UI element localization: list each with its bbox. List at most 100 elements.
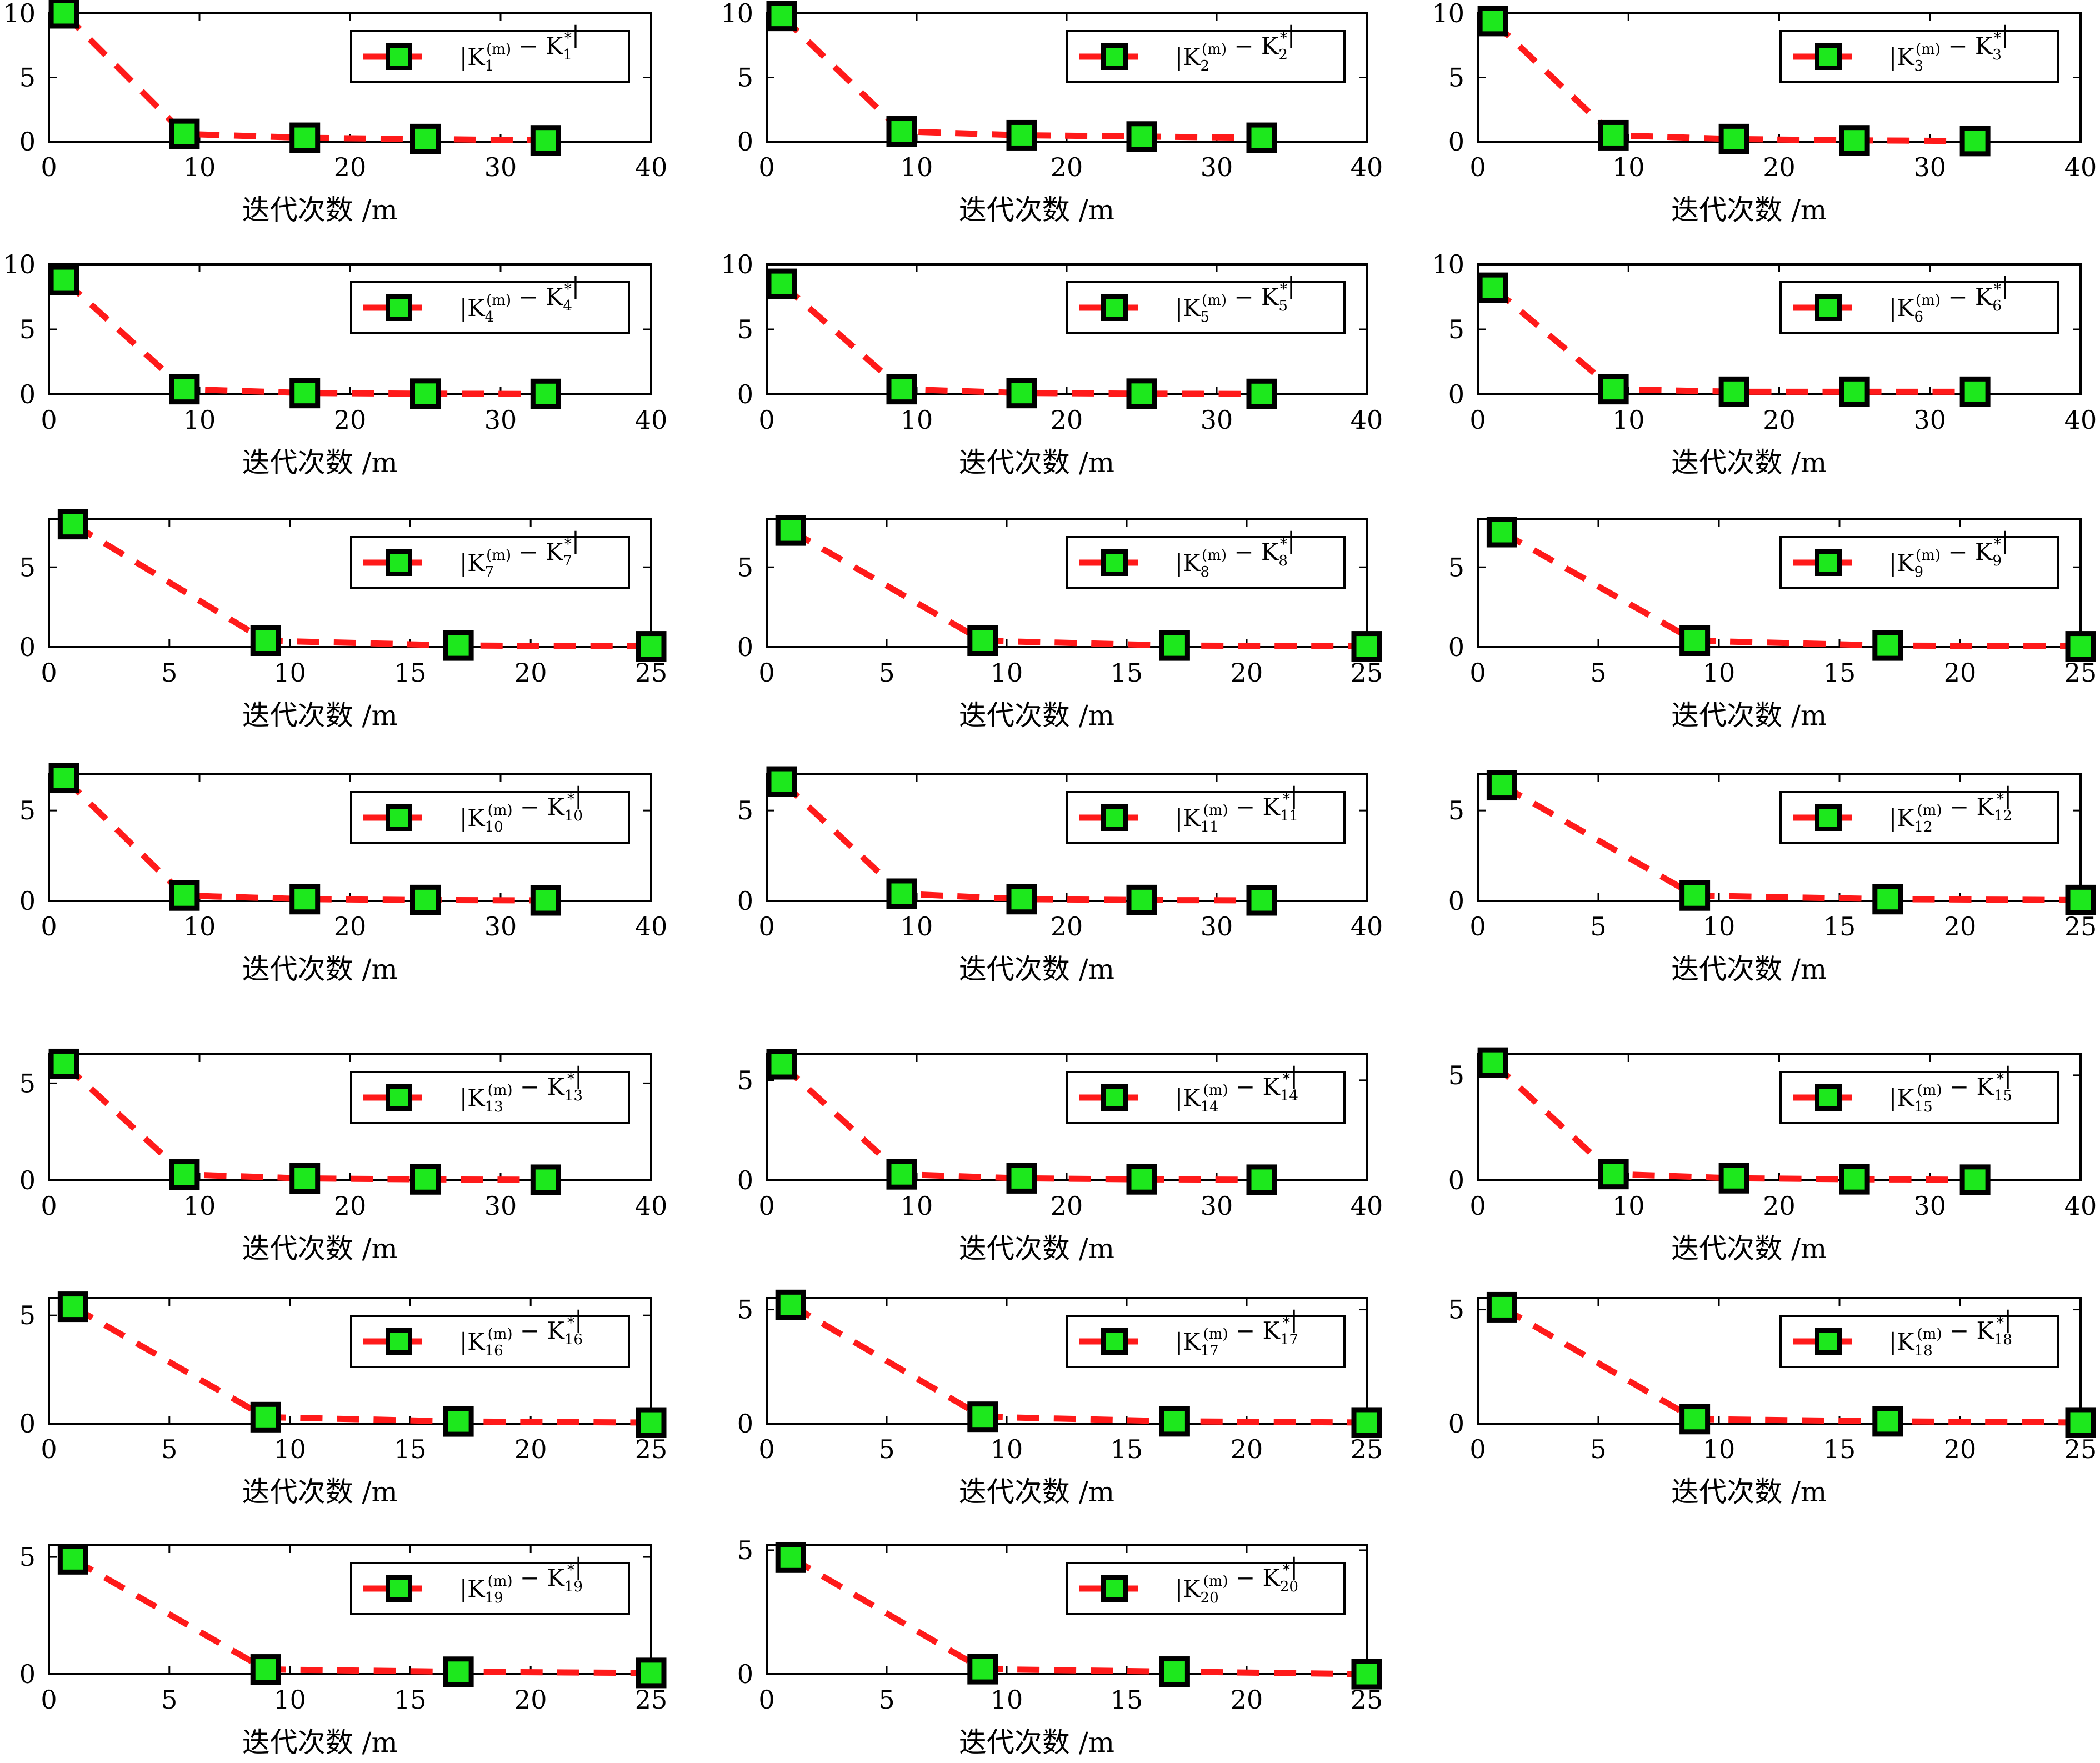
data-point (1351, 1659, 1382, 1690)
data-point (443, 630, 474, 661)
x-tick-label: 20 (334, 405, 367, 435)
x-tick-label: 5 (1590, 911, 1606, 941)
legend-label: |K11(m) − K11*| (1175, 782, 1298, 835)
axes-frame (1477, 518, 2082, 648)
x-tick-label: 15 (394, 658, 427, 688)
x-tick-label: 15 (394, 1434, 427, 1464)
x-tick-label: 15 (394, 1685, 427, 1715)
subplot-18: 0 5 10 15 20 25 0 5 迭代次数 /m |K18(m) − K18*| (1448, 1291, 2097, 1508)
subplot-6: 0 10 20 30 40 0 5 10 迭代次数 /m |K6(m) − K6*| (1432, 249, 2097, 479)
legend-label: |K5(m) − K5*| (1175, 272, 1295, 325)
y-tick-label: 10 (721, 249, 753, 279)
subplot-9: 0 5 10 15 20 25 0 5 迭代次数 /m |K9(m) − K9*| (1448, 517, 2097, 732)
x-axis-label: 迭代次数 /m (959, 1233, 1114, 1265)
data-point (1246, 885, 1277, 916)
x-tick-label: 10 (991, 1434, 1023, 1464)
y-tick-label: 5 (737, 552, 753, 582)
x-tick-label: 30 (1201, 405, 1233, 435)
x-axis-label: 迭代次数 /m (242, 1476, 398, 1508)
data-point (530, 885, 561, 916)
x-tick-label: 10 (1612, 405, 1645, 435)
data-point (1351, 631, 1382, 662)
x-axis-label: 迭代次数 /m (959, 1476, 1114, 1508)
x-tick-label: 30 (484, 405, 517, 435)
data-point (1246, 378, 1277, 409)
data-point (1486, 770, 1517, 801)
legend-marker-sample (386, 1575, 412, 1602)
x-tick-label: 0 (1469, 658, 1486, 688)
series-line (789, 1555, 1367, 1677)
legend: |K4(m) − K4*| (350, 272, 630, 334)
subplot-19: 0 5 10 15 20 25 0 5 迭代次数 /m |K19(m) − K19*| (19, 1542, 668, 1759)
y-tick-label: 5 (737, 1295, 753, 1325)
x-tick-label: 20 (1051, 152, 1083, 182)
x-tick-label: 40 (1351, 1191, 1383, 1221)
subplot-15: 0 10 20 30 40 0 5 迭代次数 /m |K15(m) − K15*| (1448, 1047, 2097, 1265)
data-point (57, 1544, 88, 1575)
x-tick-label: 20 (1231, 1434, 1263, 1464)
legend-marker-sample (1815, 294, 1842, 321)
subplot-7: 0 5 10 15 20 25 0 5 迭代次数 /m |K7(m) − K7*| (19, 509, 667, 732)
data-point (1839, 1164, 1870, 1195)
legend: |K18(m) − K18*| (1779, 1306, 2059, 1368)
data-point (886, 878, 917, 909)
x-tick-label: 10 (1703, 658, 1736, 688)
x-tick-label: 10 (901, 152, 933, 182)
data-point (1006, 1163, 1037, 1194)
legend-label: |K17(m) − K17*| (1175, 1306, 1298, 1359)
x-tick-label: 10 (273, 658, 306, 688)
legend-label: |K7(m) − K7*| (459, 527, 579, 580)
x-tick-label: 40 (635, 911, 668, 941)
x-tick-label: 10 (991, 658, 1023, 688)
data-point (766, 268, 797, 299)
x-axis-label: 迭代次数 /m (1671, 194, 1827, 226)
data-point (636, 1657, 667, 1689)
data-point (766, 766, 797, 797)
data-point (1246, 1164, 1277, 1195)
data-point (410, 1164, 441, 1195)
subplot-14: 0 10 20 30 40 0 5 迭代次数 /m |K14(m) − K14*| (737, 1049, 1383, 1265)
legend: |K7(m) − K7*| (350, 527, 630, 589)
series-line (1500, 529, 2081, 650)
data-point (289, 1163, 321, 1194)
series-line (62, 1061, 546, 1183)
x-axis-label: 迭代次数 /m (242, 447, 398, 479)
x-tick-label: 0 (758, 911, 774, 941)
data-point (1006, 378, 1037, 409)
legend: |K14(m) − K14*| (1066, 1062, 1346, 1124)
y-tick-label: 0 (19, 1659, 36, 1689)
x-tick-label: 0 (41, 405, 57, 435)
x-tick-label: 40 (635, 152, 668, 182)
x-tick-label: 30 (1201, 911, 1233, 941)
x-tick-label: 25 (2064, 1434, 2097, 1464)
legend-label: |K8(m) − K8*| (1175, 527, 1295, 580)
y-tick-label: 5 (1448, 795, 1464, 825)
x-tick-label: 0 (758, 1685, 774, 1715)
y-tick-label: 10 (3, 249, 36, 279)
data-point (775, 515, 806, 546)
data-point (1598, 1159, 1629, 1190)
x-tick-label: 30 (1201, 1191, 1233, 1221)
x-tick-label: 5 (878, 1685, 894, 1715)
x-tick-label: 0 (41, 911, 57, 941)
legend: |K16(m) − K16*| (350, 1306, 630, 1368)
data-point (775, 1542, 806, 1573)
x-tick-label: 15 (1823, 658, 1856, 688)
legend: |K17(m) − K17*| (1066, 1306, 1346, 1368)
y-tick-label: 10 (721, 0, 753, 28)
data-point (636, 631, 667, 662)
legend-marker-sample (386, 1328, 412, 1355)
axes-frame (48, 518, 652, 648)
data-point (57, 509, 88, 540)
legend-label: |K9(m) − K9*| (1889, 527, 2009, 580)
data-point (48, 1048, 79, 1079)
x-tick-label: 30 (484, 911, 517, 941)
data-point (1872, 630, 1903, 661)
y-tick-label: 5 (19, 795, 36, 825)
legend: |K5(m) − K5*| (1066, 272, 1346, 334)
series-line (789, 1302, 1367, 1426)
x-tick-label: 10 (273, 1434, 306, 1464)
x-tick-label: 20 (1763, 152, 1796, 182)
series-line (1500, 1304, 2081, 1426)
legend: |K19(m) − K19*| (350, 1553, 630, 1615)
